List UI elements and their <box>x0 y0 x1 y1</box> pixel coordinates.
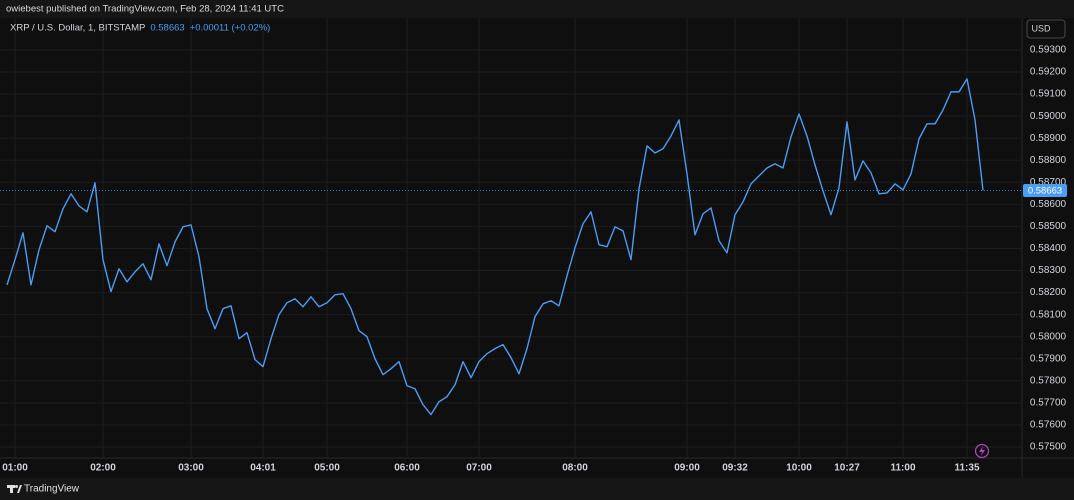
y-tick-label: 0.58000 <box>1030 331 1067 342</box>
y-tick-label: 0.58100 <box>1030 309 1067 320</box>
x-tick-label: 01:00 <box>2 463 28 474</box>
y-tick-label: 0.57600 <box>1030 420 1067 431</box>
logo-part <box>10 485 13 493</box>
x-tick-label: 07:00 <box>466 463 492 474</box>
y-tick-label: 0.59300 <box>1030 45 1067 56</box>
y-tick-label: 0.59200 <box>1030 67 1067 78</box>
legend-value: 0.58663 <box>150 23 184 34</box>
x-tick-label: 10:27 <box>834 463 860 474</box>
x-tick-label: 05:00 <box>314 463 340 474</box>
currency-label: USD <box>1031 23 1051 33</box>
last-price-box <box>1023 183 1067 197</box>
y-tick-label: 0.58300 <box>1030 265 1067 276</box>
x-tick-label: 09:32 <box>722 463 748 474</box>
x-tick-label: 08:00 <box>562 463 588 474</box>
y-tick-label: 0.57900 <box>1030 353 1067 364</box>
icon-bolt <box>979 446 985 456</box>
y-tick-label: 0.58700 <box>1030 177 1067 188</box>
x-tick-label: 10:00 <box>786 463 812 474</box>
publisher-line: owiebest published on TradingView.com, F… <box>6 4 284 15</box>
footer-bar <box>0 478 1074 500</box>
y-tick-label: 0.58900 <box>1030 133 1067 144</box>
y-tick-label: 0.57500 <box>1030 442 1067 453</box>
x-tick-label: 09:00 <box>674 463 700 474</box>
top-bar <box>0 0 1074 18</box>
lightning-icon[interactable] <box>974 443 990 459</box>
tradingview-logo <box>7 485 22 493</box>
y-tick-label: 0.58500 <box>1030 221 1067 232</box>
price-axis <box>1022 18 1074 478</box>
y-tick-label: 0.58600 <box>1030 199 1067 210</box>
y-tick-label: 0.58200 <box>1030 287 1067 298</box>
x-tick-label: 03:00 <box>178 463 204 474</box>
legend-name: XRP / U.S. Dollar, 1, BITSTAMP <box>10 23 145 34</box>
footer-brand: TradingView <box>24 484 80 495</box>
x-tick-label: 06:00 <box>394 463 420 474</box>
currency-button[interactable] <box>1026 19 1066 39</box>
y-tick-label: 0.59100 <box>1030 89 1067 100</box>
x-tick-label: 04:01 <box>250 463 276 474</box>
grid-layer <box>0 18 1022 458</box>
last-price-label: 0.58663 <box>1028 185 1062 196</box>
logo-part <box>15 485 18 488</box>
y-tick-label: 0.58800 <box>1030 155 1067 166</box>
icon-ring <box>974 443 990 459</box>
y-tick-label: 0.57800 <box>1030 375 1067 386</box>
plot-area <box>0 18 1022 458</box>
y-tick-label: 0.57700 <box>1030 398 1067 409</box>
y-tick-label: 0.58400 <box>1030 243 1067 254</box>
legend-change: +0.00011 (+0.02%) <box>190 23 271 34</box>
x-tick-label: 02:00 <box>90 463 116 474</box>
x-tick-label: 11:00 <box>890 463 915 474</box>
logo-part <box>17 485 22 493</box>
price-line <box>6 78 984 416</box>
y-tick-label: 0.59000 <box>1030 111 1067 122</box>
x-tick-label: 11:35 <box>954 463 979 474</box>
